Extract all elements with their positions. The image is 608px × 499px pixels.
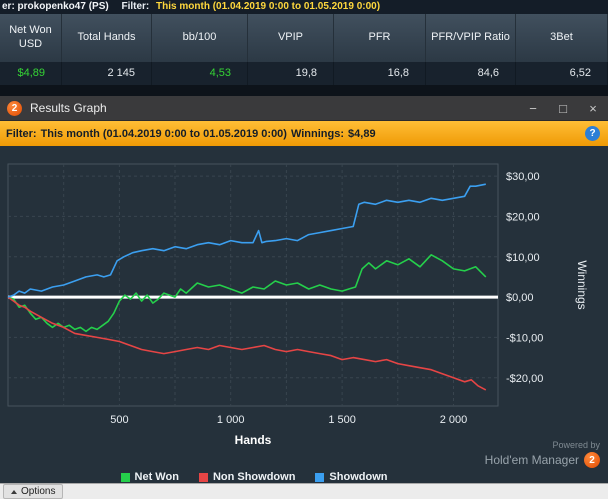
player-name: er: prokopenko47 (PS) <box>2 1 109 12</box>
stat-value-total-hands: 2 145 <box>62 62 152 85</box>
stats-header-row: Net Won USD Total Hands bb/100 VPIP PFR … <box>0 14 608 62</box>
stat-value-net-won: $4,89 <box>0 62 62 85</box>
window-controls: − □ × <box>518 96 608 121</box>
series-line-non-showdown <box>7 296 487 391</box>
legend-item-showdown[interactable]: Showdown <box>315 471 387 483</box>
stat-value-pfr: 16,8 <box>334 62 426 85</box>
branding-block: Powered by Hold'em Manager 2 <box>485 440 600 468</box>
stat-value-3bet: 6,52 <box>516 62 608 85</box>
hm2-app-icon: 2 <box>7 100 22 116</box>
showdown-swatch-icon <box>315 472 325 482</box>
legend-item-net-won[interactable]: Net Won <box>120 471 179 483</box>
winnings-chart[interactable]: $30,00 $20,00 $10,00 $0,00 -$10,00 -$20,00 500… <box>0 154 608 454</box>
non-showdown-swatch-icon <box>198 472 208 482</box>
stat-value-bb100: 4,53 <box>152 62 248 85</box>
y-axis-title: Winnings <box>575 260 589 309</box>
legend-item-non-showdown[interactable]: Non Showdown <box>198 471 296 483</box>
stat-header-pfr[interactable]: PFR <box>334 14 426 62</box>
stat-header-pfr-vpip-ratio[interactable]: PFR/VPIP Ratio <box>426 14 516 62</box>
stat-value-vpip: 19,8 <box>248 62 334 85</box>
window-title: Results Graph <box>30 101 107 115</box>
x-tick-label: 500 <box>110 414 128 426</box>
strip-filter-label: Filter: <box>6 127 37 140</box>
legend-label-net-won: Net Won <box>134 471 179 483</box>
chart-legend: Net Won Non Showdown Showdown <box>40 471 468 483</box>
stats-values-row: $4,89 2 145 4,53 19,8 16,8 84,6 6,52 <box>0 62 608 85</box>
strip-winnings-label: Winnings: <box>290 127 345 140</box>
y-tick-label: $20,00 <box>506 211 540 223</box>
stat-value-pfr-vpip-ratio: 84,6 <box>426 62 516 85</box>
help-icon[interactable]: ? <box>585 126 600 141</box>
series-line-showdown <box>7 183 486 298</box>
net-won-swatch-icon <box>120 472 130 482</box>
legend-label-non-showdown: Non Showdown <box>212 471 296 483</box>
stat-header-3bet[interactable]: 3Bet <box>516 14 608 62</box>
x-tick-label: 1 500 <box>328 414 356 426</box>
x-tick-label: 2 000 <box>440 414 468 426</box>
chevron-up-icon <box>11 489 17 494</box>
y-tick-label: -$20,00 <box>506 373 543 385</box>
graph-filter-strip: Filter: This month (01.04.2019 0:00 to 0… <box>0 121 608 146</box>
maximize-button[interactable]: □ <box>559 100 567 116</box>
top-info-bar: er: prokopenko47 (PS) Filter: This month… <box>0 0 608 14</box>
stat-header-net-won[interactable]: Net Won USD <box>0 14 62 62</box>
stat-header-total-hands[interactable]: Total Hands <box>62 14 152 62</box>
strip-filter-value[interactable]: This month (01.04.2019 0:00 to 01.05.201… <box>40 127 287 140</box>
y-tick-label: $10,00 <box>506 252 540 264</box>
legend-label-showdown: Showdown <box>329 471 388 483</box>
hm2-brand-logo-icon: 2 <box>584 452 600 468</box>
y-tick-label: $30,00 <box>506 171 540 183</box>
results-graph-title-bar[interactable]: 2 Results Graph − □ × <box>0 96 608 121</box>
stat-header-bb100[interactable]: bb/100 <box>152 14 248 62</box>
background-strip <box>0 85 608 96</box>
strip-winnings-value: $4,89 <box>348 127 376 140</box>
powered-by-text: Powered by <box>552 440 600 450</box>
plot-border <box>7 163 499 407</box>
x-axis-title: Hands <box>235 433 272 447</box>
y-tick-label: -$10,00 <box>506 332 543 344</box>
brand-name-text: Hold'em Manager <box>484 453 579 467</box>
stat-header-vpip[interactable]: VPIP <box>248 14 334 62</box>
top-filter-label: Filter: <box>121 1 150 12</box>
y-tick-label: $0,00 <box>506 292 534 304</box>
results-graph-panel: $30,00 $20,00 $10,00 $0,00 -$10,00 -$20,00 500… <box>0 146 608 483</box>
options-button-label: Options <box>21 486 56 497</box>
options-button[interactable]: Options <box>3 484 64 499</box>
close-button[interactable]: × <box>589 100 597 116</box>
status-bar: Options <box>0 483 608 499</box>
minimize-button[interactable]: − <box>529 100 537 116</box>
x-tick-label: 1 000 <box>217 414 245 426</box>
series-line-net-won <box>7 254 487 333</box>
top-filter-value[interactable]: This month (01.04.2019 0:00 to 01.05.201… <box>156 1 381 12</box>
